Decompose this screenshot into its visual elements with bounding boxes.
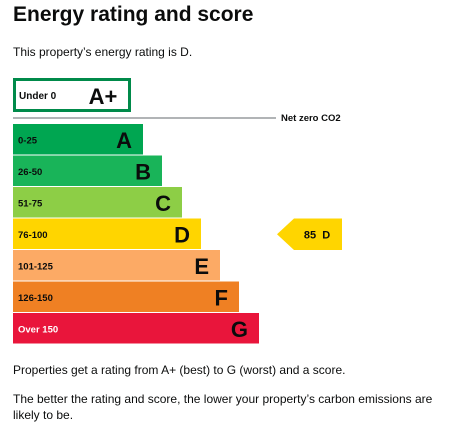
band-range-label: 126-150: [18, 293, 53, 304]
band-letter: B: [135, 159, 151, 184]
band-letter: C: [155, 191, 171, 216]
band-c: [13, 187, 182, 218]
band-range-label: 51-75: [18, 198, 43, 209]
band-d: [13, 218, 201, 249]
rating-explanation: Properties get a rating from A+ (best) t…: [13, 363, 346, 377]
band-b: [13, 155, 162, 186]
band-g: [13, 313, 259, 344]
band-letter: E: [194, 254, 209, 279]
current-rating-marker: 85 D: [277, 218, 342, 250]
band-letter: F: [215, 285, 228, 310]
carbon-explanation: The better the rating and score, the low…: [13, 392, 433, 422]
band-a: [13, 124, 143, 155]
current-rating-arrow: [277, 218, 342, 250]
rating-bands: Under 0 A+ 0-25 A 26-50 B 51-75 C 76-100 D 101-125…: [13, 78, 259, 344]
band-letter: A: [116, 128, 132, 153]
current-rating-label: 85 D: [304, 229, 330, 241]
band-range-label: 76-100: [18, 230, 48, 241]
page-title: Energy rating and score: [13, 3, 254, 26]
band-range-label: 0-25: [18, 135, 38, 146]
band-range-label: 101-125: [18, 261, 54, 272]
band-range-label: Under 0: [19, 91, 57, 102]
band-range-label: Over 150: [18, 324, 58, 335]
rating-intro: This property’s energy rating is D.: [13, 45, 193, 59]
band-range-label: 26-50: [18, 167, 42, 178]
band-letter: D: [174, 222, 190, 247]
band-letter: A+: [89, 84, 118, 109]
band-f: [13, 281, 239, 312]
band-under-0: [13, 78, 131, 112]
net-zero-label: Net zero CO2: [281, 113, 341, 124]
band-letter: G: [231, 317, 248, 342]
band-e: [13, 250, 220, 281]
